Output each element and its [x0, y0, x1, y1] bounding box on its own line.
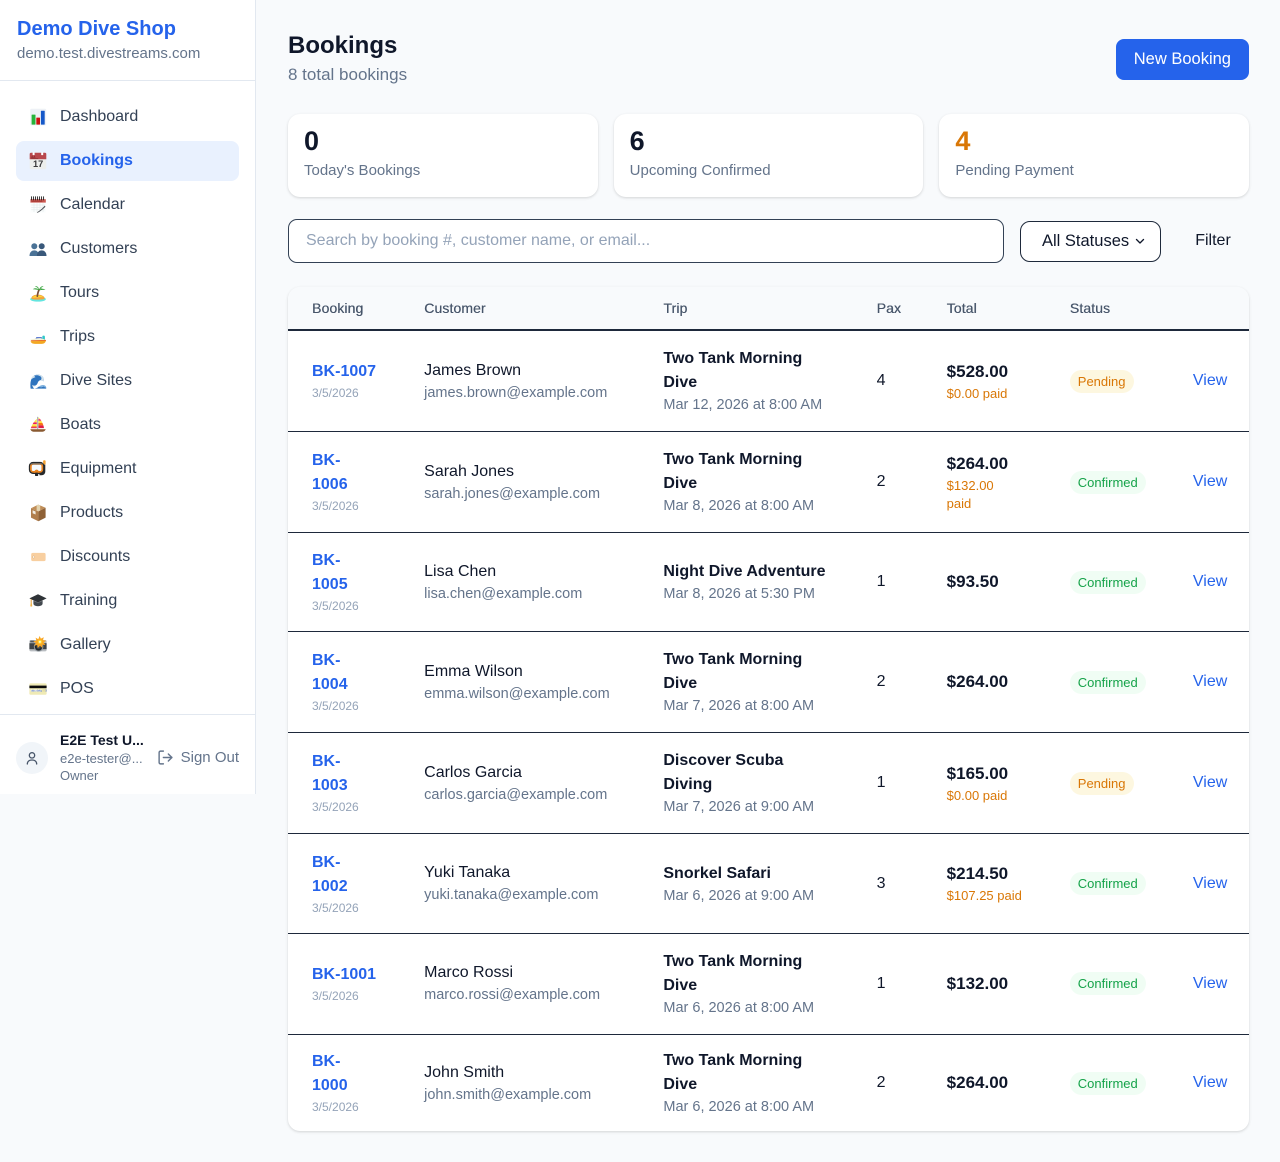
- svg-text:17: 17: [33, 159, 43, 169]
- svg-text:abc defg 123: abc defg 123: [31, 688, 47, 692]
